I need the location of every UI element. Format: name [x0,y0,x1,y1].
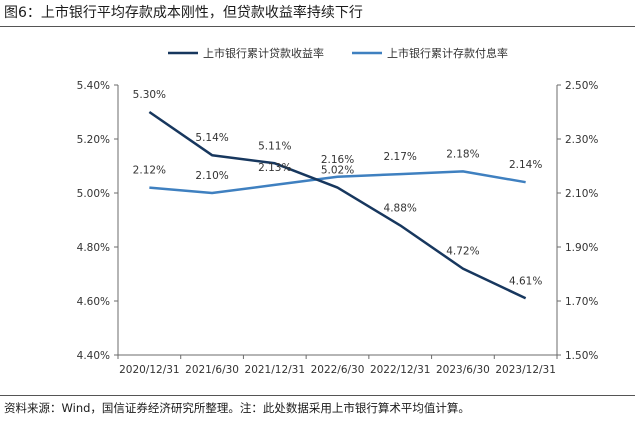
left-y-tick-label: 5.00% [77,188,110,200]
x-tick-label: 2020/12/31 [119,364,180,376]
loan-data-label: 4.72% [446,246,479,258]
loan-yield-line [148,110,527,300]
deposit-data-label: 2.14% [509,159,542,171]
x-tick-label: 2021/6/30 [185,364,239,376]
loan-data-label: 5.02% [321,165,354,177]
deposit-data-label: 2.12% [133,165,166,177]
loan-data-label: 4.88% [384,202,417,214]
left-y-tick-label: 4.40% [77,350,110,362]
left-y-tick-label: 5.20% [77,134,110,146]
x-tick-label: 2022/6/30 [311,364,365,376]
loan-data-label: 4.61% [509,275,542,287]
deposit-data-label: 2.18% [446,148,479,160]
loan-data-label: 5.30% [133,89,166,101]
top-rule [0,26,635,27]
x-tick-label: 2023/12/31 [495,364,556,376]
line-chart: 4.40% 4.60% 4.80% 5.00% 5.20% 5.40% 1.50% 1.70%… [77,46,599,376]
right-y-tick-label: 1.70% [565,296,598,308]
left-y-tick-label: 5.40% [77,80,110,92]
right-y-tick-label: 1.50% [565,350,598,362]
deposit-data-label: 2.13% [258,162,291,174]
source-note: 资料来源：Wind，国信证券经济研究所整理。注：此处数据采用上市银行算术平均值计… [4,401,470,415]
right-y-tick-label: 1.90% [565,242,598,254]
loan-data-label: 5.14% [195,132,228,144]
deposit-data-label: 2.10% [195,170,228,182]
right-y-tick-label: 2.10% [565,188,598,200]
right-y-tick-label: 2.30% [565,134,598,146]
left-y-tick-label: 4.60% [77,296,110,308]
legend-label-loan: 上市银行累计贷款收益率 [203,46,324,60]
deposit-rate-line [149,170,526,195]
x-tick-label: 2022/12/31 [370,364,431,376]
deposit-data-label: 2.17% [384,151,417,163]
right-y-tick-label: 2.50% [565,80,598,92]
deposit-data-label: 2.16% [321,154,354,166]
x-tick-label: 2021/12/31 [245,364,306,376]
bottom-rule [0,395,635,396]
loan-data-label: 5.11% [258,140,291,152]
figure-title: 图6：上市银行平均存款成本刚性，但贷款收益率持续下行 [4,5,363,21]
legend-label-deposit: 上市银行累计存款付息率 [387,46,508,60]
x-tick-label: 2023/6/30 [436,364,490,376]
left-y-tick-label: 4.80% [77,242,110,254]
